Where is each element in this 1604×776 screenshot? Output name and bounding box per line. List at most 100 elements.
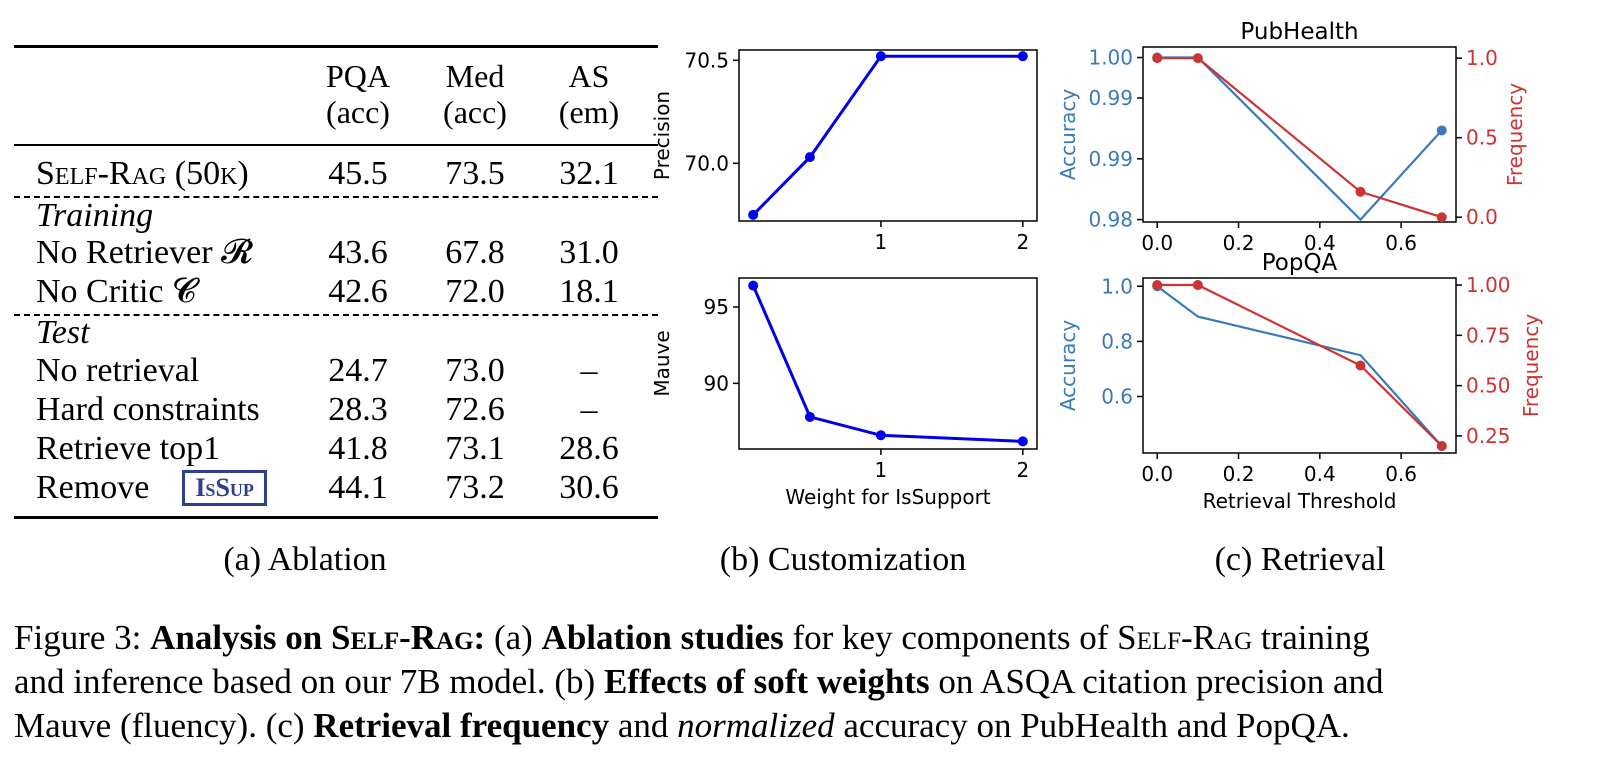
section-title-training: Training xyxy=(36,197,154,234)
data-point xyxy=(1192,280,1203,291)
data-point xyxy=(1017,436,1028,447)
plot-frame xyxy=(738,277,1038,450)
series-line xyxy=(1157,283,1443,447)
section-divider xyxy=(14,314,658,316)
y2-tick-label: 1.00 xyxy=(1466,273,1511,297)
cell-as: 32.1 xyxy=(559,155,619,192)
subcaption-ablation: (a) Ablation xyxy=(223,541,387,578)
cell-as: – xyxy=(580,391,598,428)
y-tick-label: 1.0 xyxy=(1101,274,1133,298)
caption-title-model: Self-Rag: xyxy=(331,618,486,657)
caption-model-name: Self-Rag xyxy=(1117,618,1253,657)
data-point xyxy=(1192,53,1203,64)
col-header-pqa: PQA (acc) xyxy=(298,58,418,130)
data-point xyxy=(875,430,886,441)
x-axis-label: Retrieval Threshold xyxy=(1203,489,1397,513)
x-tick-label: 1 xyxy=(875,458,888,482)
charts-canvas: 1 2 70.0 70.5 Precision 1 2 90 95 Mauve Weight for… xyxy=(650,19,1543,513)
table-top-rule xyxy=(14,45,658,48)
y-axis-label: Mauve xyxy=(650,330,674,396)
y-tick-label: 90 xyxy=(704,371,729,395)
caption-line: Figure 3: Analysis on Self-Rag: (a) Abla… xyxy=(14,616,1594,660)
plot-frame xyxy=(1142,277,1457,454)
data-point xyxy=(804,152,815,163)
data-point xyxy=(804,411,815,422)
data-point xyxy=(1355,360,1366,371)
caption-text: and inference based on our 7B model. (b) xyxy=(14,662,596,701)
caption-emphasis: Ablation studies xyxy=(541,618,784,657)
cell-as: 28.6 xyxy=(559,430,619,467)
caption-label: Figure 3: xyxy=(14,618,142,657)
y2-axis-label: Frequency xyxy=(1503,83,1527,186)
cell-med: 72.0 xyxy=(445,273,505,310)
col-header-line: AS xyxy=(568,58,610,94)
section-divider xyxy=(14,196,658,198)
row-label-remove: Remove IsSup xyxy=(36,468,267,508)
y-tick-label: 95 xyxy=(704,295,729,319)
row-label: No retrieval xyxy=(36,352,200,389)
cell-as: 18.1 xyxy=(559,273,619,310)
table-header-rule xyxy=(14,144,658,146)
cell-as: – xyxy=(580,352,598,389)
row-label: Self-Rag (50k) xyxy=(36,155,249,192)
data-point xyxy=(1152,280,1163,291)
x-tick-label: 0.6 xyxy=(1385,462,1417,486)
y2-tick-label: 0.25 xyxy=(1466,424,1511,448)
row-label: Retrieve top1 xyxy=(36,430,221,467)
cell-pqa: 45.5 xyxy=(328,155,388,192)
data-point xyxy=(1436,125,1447,136)
data-point xyxy=(1436,212,1447,223)
plot-frame xyxy=(738,49,1038,222)
x-tick-label: 0.0 xyxy=(1141,231,1173,255)
row-label: No Retriever 𝓡 xyxy=(36,234,253,271)
cell-pqa: 41.8 xyxy=(328,430,388,467)
caption-emphasis: Effects of soft weights xyxy=(603,662,930,701)
chart-title: PubHealth xyxy=(1240,19,1358,45)
y-tick-label: 0.6 xyxy=(1101,385,1133,409)
x-tick-label: 0.4 xyxy=(1304,231,1336,255)
row-label: Hard constraints xyxy=(36,391,260,428)
y-tick-label: 1.00 xyxy=(1088,46,1133,70)
x-tick-label: 0.4 xyxy=(1304,462,1336,486)
x-tick-label: 2 xyxy=(1016,230,1029,254)
chart-title: PopQA xyxy=(1262,250,1338,276)
series-line xyxy=(1156,285,1443,447)
cell-med: 67.8 xyxy=(445,234,505,271)
data-point xyxy=(1436,440,1447,451)
figure-caption: Figure 3: Analysis on Self-Rag: (a) Abla… xyxy=(14,616,1594,748)
subcaption-customization: (b) Customization xyxy=(719,541,967,578)
series-line xyxy=(1157,56,1443,219)
data-point xyxy=(1355,186,1366,197)
y-axis-label: Precision xyxy=(650,91,674,180)
x-tick-label: 0.2 xyxy=(1223,462,1255,486)
cell-med: 73.2 xyxy=(445,469,505,506)
caption-text: and xyxy=(617,706,669,745)
cell-med: 73.5 xyxy=(445,155,505,192)
plot-frame xyxy=(1142,46,1457,223)
y-tick-label: 0.98 xyxy=(1088,208,1133,232)
y-tick-label: 0.99 xyxy=(1088,147,1133,171)
cell-pqa: 42.6 xyxy=(328,273,388,310)
caption-line: Mauve (fluency). (c) Retrieval frequency… xyxy=(14,704,1594,748)
data-point xyxy=(748,209,759,220)
data-point xyxy=(875,51,886,62)
x-tick-label: 1 xyxy=(875,230,888,254)
caption-text: on ASQA citation precision and xyxy=(938,662,1384,701)
section-title-test: Test xyxy=(36,314,90,351)
y2-tick-label: 1.0 xyxy=(1466,46,1498,70)
cell-as: 30.6 xyxy=(559,469,619,506)
table-bottom-rule xyxy=(14,516,658,519)
y-tick-label: 70.0 xyxy=(684,151,729,175)
caption-text: accuracy on PubHealth and PopQA. xyxy=(843,706,1350,745)
caption-text: Mauve (fluency). (c) xyxy=(14,706,305,745)
y2-tick-label: 0.75 xyxy=(1466,323,1511,347)
col-header-line: PQA xyxy=(325,58,390,94)
y-tick-label: 0.99 xyxy=(1088,86,1133,110)
y2-tick-label: 0.0 xyxy=(1466,205,1498,229)
x-tick-label: 2 xyxy=(1016,458,1029,482)
caption-emphasis: Retrieval frequency xyxy=(313,706,610,745)
caption-text: training xyxy=(1260,618,1370,657)
caption-title: Analysis on xyxy=(150,618,323,657)
caption-line: and inference based on our 7B model. (b)… xyxy=(14,660,1594,704)
issup-badge: IsSup xyxy=(182,470,267,506)
